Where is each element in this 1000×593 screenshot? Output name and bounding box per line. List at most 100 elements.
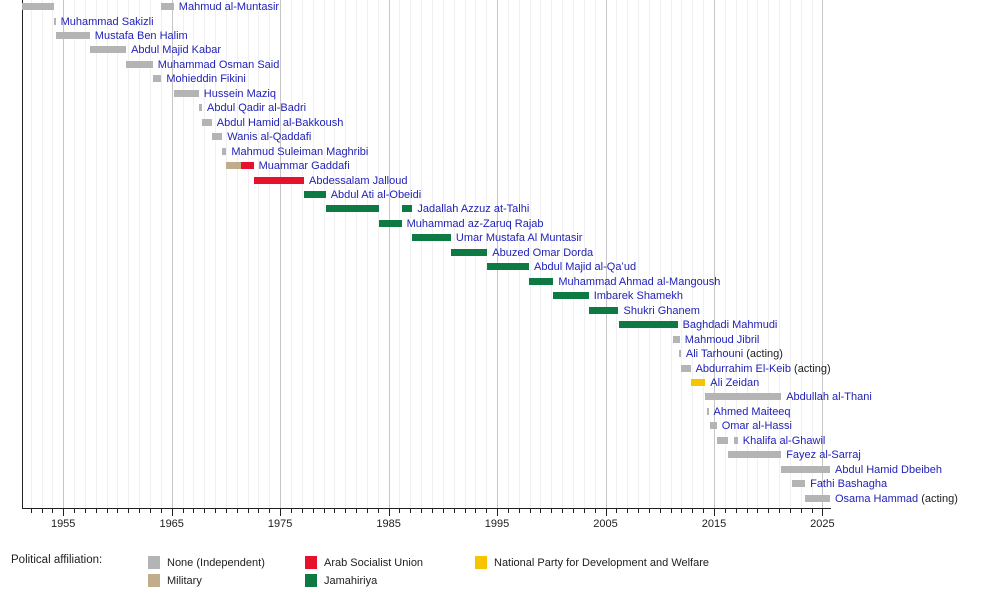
person-name-link[interactable]: Abdul Hamid Dbeibeh <box>835 463 943 476</box>
person-row-label: Abdul Hamid Dbeibeh <box>835 463 942 477</box>
person-name-link[interactable]: Abdul Majid Kabar <box>131 44 221 57</box>
axis-minor-tick <box>225 509 227 513</box>
person-name-link[interactable]: Osama Hammad <box>835 492 919 505</box>
acting-suffix: (acting) <box>743 348 783 360</box>
person-name-link[interactable]: Muammar Gaddafi <box>258 160 350 173</box>
person-name-link[interactable]: Mustafa Ben Halim <box>94 29 188 42</box>
axis-minor-tick <box>258 509 260 513</box>
person-name-link[interactable]: Mahmoud Jibril <box>684 333 760 346</box>
gridline-decade <box>497 0 498 508</box>
person-name-link[interactable]: Abdul Ati al-Obeidi <box>330 189 422 201</box>
person-name-link[interactable]: Mahmud al-Muntasir <box>178 1 280 13</box>
person-name-link[interactable]: Umar Mustafa Al Muntasir <box>455 232 583 245</box>
axis-minor-tick <box>215 509 217 513</box>
person-name-link[interactable]: Baghdadi Mahmudi <box>682 319 778 332</box>
term-bar-none <box>198 104 203 112</box>
person-row-label: Abdul Majid Kabar <box>131 43 221 57</box>
axis-major-tick <box>63 509 65 516</box>
acting-suffix: (acting) <box>790 362 831 375</box>
gridline-year <box>215 0 217 508</box>
gridline-year <box>800 0 802 508</box>
axis-minor-tick <box>312 509 314 513</box>
person-row-label: Mohieddin Fikini <box>166 72 245 86</box>
axis-minor-tick <box>334 509 336 513</box>
person-name-link[interactable]: Abuzed Omar Dorda <box>492 246 594 259</box>
axis-minor-tick <box>518 509 520 513</box>
person-name-link[interactable]: Hussein Maziq <box>203 87 276 100</box>
person-name-link[interactable]: Muhammad Ahmad al-Mangoush <box>558 275 721 288</box>
person-row-label: Abuzed Omar Dorda <box>492 246 593 260</box>
person-row-label: Abdessalam Jalloud <box>309 174 407 188</box>
person-row-label: Abdul Majid al-Qaʻud <box>534 260 636 274</box>
gridline-year <box>117 0 119 508</box>
axis-minor-tick <box>399 509 401 513</box>
person-row-label: Muhammad az-Zaruq Rajab <box>407 217 544 231</box>
gridline-year <box>258 0 260 508</box>
gridline-year <box>225 0 227 508</box>
person-row-label: Shukri Ghanem <box>624 304 700 318</box>
person-name-link[interactable]: Abdurrahim El-Keib <box>695 362 791 375</box>
axis-minor-tick <box>779 509 780 513</box>
person-name-link[interactable]: Fayez al-Sarraj <box>786 449 861 462</box>
axis-minor-tick <box>95 509 97 513</box>
person-name-link[interactable]: Abdul Majid al-Qaʻud <box>534 261 637 274</box>
person-name-link[interactable]: Ali Zeidan <box>710 377 760 389</box>
person-name-link[interactable]: Muhammad Sakizli <box>60 15 154 28</box>
gridline-year <box>30 0 32 508</box>
axis-minor-tick <box>507 509 509 513</box>
person-name-link[interactable]: Omar al-Hassi <box>721 420 792 433</box>
person-name-link[interactable]: Muhammad az-Zaruq Rajab <box>406 217 544 230</box>
term-bar-none <box>781 465 830 473</box>
axis-minor-tick <box>204 509 206 513</box>
term-bar-none <box>89 46 127 54</box>
term-bar-none <box>55 31 90 39</box>
person-name-link[interactable]: Ahmed Maiteeq <box>713 405 791 418</box>
person-name-link[interactable]: Ali Tarhouni <box>685 348 744 360</box>
term-bar-asu <box>241 162 254 170</box>
person-name-link[interactable]: Abdul Qadir al-Badri <box>207 102 307 115</box>
gridline-year <box>540 0 542 508</box>
gridline-year <box>746 0 748 508</box>
axis-minor-tick <box>410 509 412 513</box>
term-bar-none <box>680 364 691 372</box>
axis-minor-tick <box>703 509 705 513</box>
gridline-year <box>529 0 531 508</box>
term-bar-none <box>706 407 709 415</box>
gridline-year <box>193 0 195 508</box>
axis-minor-tick <box>811 509 813 513</box>
axis-major-tick <box>822 509 824 516</box>
gridline-year <box>150 0 151 508</box>
axis-minor-tick <box>486 509 488 513</box>
axis-tick-label: 1955 <box>50 518 76 530</box>
gridline-year <box>518 0 520 508</box>
legend-title: Political affiliation: <box>11 554 103 566</box>
gridline-year <box>594 0 596 508</box>
person-name-link[interactable]: Wanis al-Qaddafi <box>227 131 312 144</box>
person-name-link[interactable]: Shukri Ghanem <box>623 304 700 317</box>
axis-minor-tick <box>323 509 325 513</box>
person-row-label: Hussein Maziq <box>204 87 276 101</box>
term-bar-npdw <box>690 379 706 386</box>
axis-minor-tick <box>757 509 759 513</box>
person-row-label: Muammar Gaddafi <box>259 159 350 173</box>
axis-minor-tick <box>659 509 661 513</box>
axis-minor-tick <box>670 509 672 513</box>
axis-minor-tick <box>160 509 162 513</box>
gridline-year <box>301 0 303 508</box>
gridline-year <box>421 0 423 508</box>
gridline-decade <box>280 0 282 508</box>
axis-minor-tick <box>269 509 271 513</box>
person-name-link[interactable]: Abdullah al-Thani <box>786 391 872 404</box>
person-name-link[interactable]: Mohieddin Fikini <box>166 73 246 86</box>
person-name-link[interactable]: Khalifa al-Ghawil <box>742 434 826 447</box>
gridline-year <box>160 0 162 508</box>
person-name-link[interactable]: Abdessalam Jalloud <box>309 174 408 187</box>
person-name-link[interactable]: Imbarek Shamekh <box>593 290 683 303</box>
person-name-link[interactable]: Fathi Bashagha <box>810 478 888 491</box>
person-name-link[interactable]: Muhammad Osman Said <box>157 58 280 71</box>
person-name-link[interactable]: Abdul Hamid al-Bakkoush <box>216 116 344 129</box>
person-name-link[interactable]: Mahmud Suleiman Maghribi <box>231 145 369 158</box>
person-name-link[interactable]: Jadallah Azzuz at-Talhi <box>417 203 530 216</box>
axis-tick-label: 1965 <box>159 518 184 530</box>
